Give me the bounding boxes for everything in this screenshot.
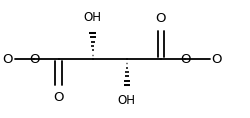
Text: O: O (54, 91, 64, 104)
Text: O: O (180, 53, 190, 65)
Text: OH: OH (118, 94, 136, 107)
Text: O: O (212, 53, 222, 65)
Text: O: O (29, 53, 40, 65)
Text: O: O (156, 12, 166, 25)
Text: O: O (2, 53, 13, 65)
Text: OH: OH (84, 11, 102, 24)
